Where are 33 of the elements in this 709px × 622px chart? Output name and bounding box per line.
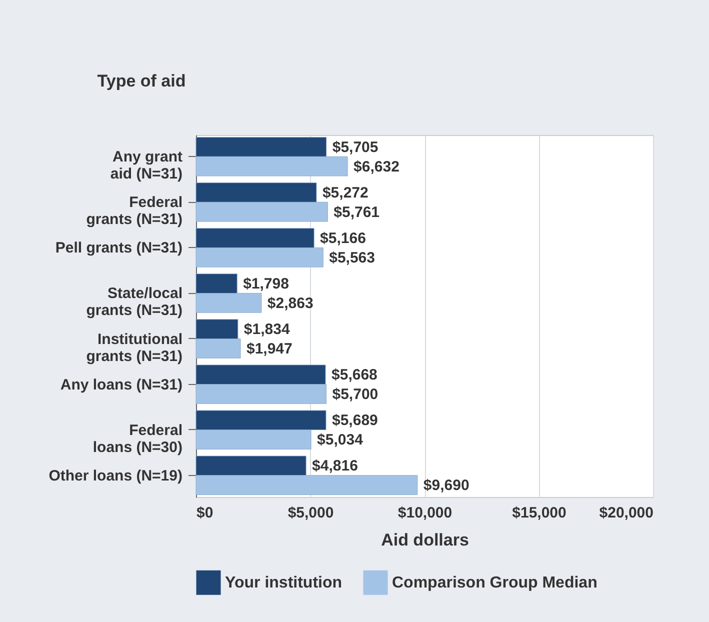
data-label: $4,816 [312,458,358,475]
data-label: $9,690 [423,477,470,494]
data-label: $2,863 [267,294,314,312]
x-tick-label: $10,000 [398,504,452,522]
data-label: $5,272 [322,184,368,202]
data-label: $5,563 [329,249,376,266]
data-label: $5,761 [334,204,380,221]
y-tick-label: Institutional grants (N=31) [86,330,182,365]
data-label: $5,166 [320,230,366,248]
data-label: $6,632 [354,158,400,176]
y-tick-label: Federal grants (N=31) [86,194,182,228]
y-axis-title: Type of aid [97,72,186,90]
x-tick-label: $0 [196,504,214,522]
data-label: $5,689 [332,412,378,430]
y-tick-label: State/local grants (N=31) [86,285,182,320]
legend-label: Your institution [225,574,342,592]
y-tick-label: Pell grants (N=31) [55,240,182,257]
data-label: $5,705 [332,138,378,156]
y-tick-label: Any loans (N=31) [60,376,182,394]
x-tick-label: $20,000 [599,504,654,522]
data-label: $1,947 [246,340,292,358]
data-label: $1,834 [244,321,290,338]
data-label: $5,034 [317,432,364,449]
x-tick-label: $5,000 [288,504,334,522]
x-axis-title: Aid dollars [381,530,469,550]
y-tick-label: Federal loans (N=30) [92,422,182,456]
data-label: $1,798 [243,276,289,293]
legend-label: Comparison Group Median [392,574,598,592]
data-label: $5,700 [332,386,378,403]
y-tick-label: Other loans (N=19) [48,467,182,484]
y-tick-label: Any grant aid (N=31) [110,148,182,183]
data-label: $5,668 [332,366,378,384]
x-tick-label: $15,000 [512,504,566,522]
